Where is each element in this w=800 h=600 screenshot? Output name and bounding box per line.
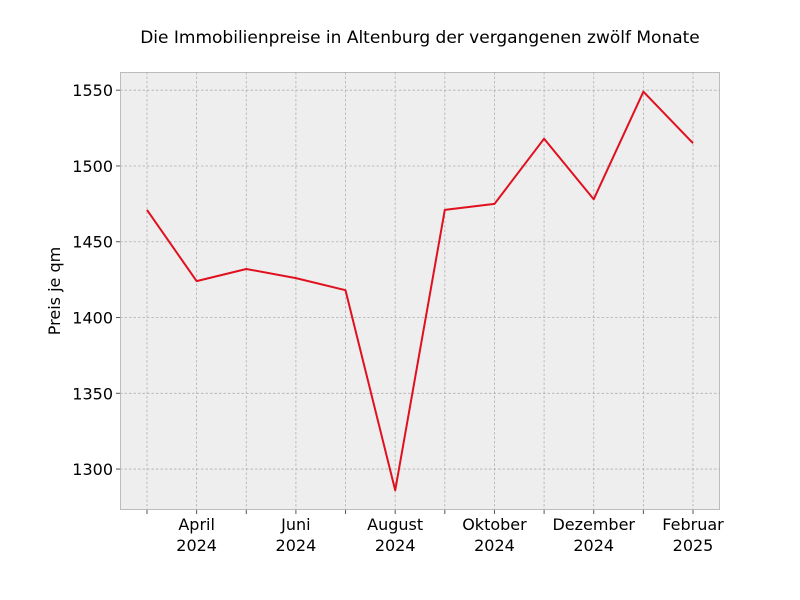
y-tick-label: 1550 — [72, 81, 113, 100]
y-tick-label: 1300 — [72, 460, 113, 479]
y-tick-label: 1350 — [72, 384, 113, 403]
plot-area — [120, 72, 720, 510]
x-tick-year: 2024 — [176, 536, 217, 555]
y-tick-label: 1450 — [72, 233, 113, 252]
series — [146, 90, 694, 492]
x-tick-year: 2024 — [375, 536, 416, 555]
grid — [120, 72, 720, 510]
x-tick-year: 2024 — [573, 536, 614, 555]
y-tick-label: 1400 — [72, 309, 113, 328]
x-tick-year: 2024 — [474, 536, 515, 555]
chart-title: Die Immobilienpreise in Altenburg der ve… — [140, 28, 700, 48]
y-axis-label: Preis je qm — [45, 247, 64, 335]
x-tick-month: Juni — [280, 515, 310, 534]
x-tick-label: Dezember 2024 — [552, 515, 635, 555]
x-tick-label: August 2024 — [367, 515, 423, 555]
x-tick-month: August — [367, 515, 423, 534]
y-tick-label: 1500 — [72, 157, 113, 176]
x-tick-month: Oktober — [462, 515, 527, 534]
y-axis: 1300 1350 1400 1450 1500 1550 — [72, 81, 120, 479]
x-tick-label: Juni 2024 — [276, 515, 317, 555]
x-tick-label: April 2024 — [176, 515, 217, 555]
price-series-line — [146, 90, 694, 492]
x-tick-month: Februar — [662, 515, 724, 534]
x-tick-month: April — [178, 515, 215, 534]
x-tick-year: 2024 — [276, 536, 317, 555]
x-tick-month: Dezember — [552, 515, 635, 534]
x-tick-label: Oktober 2024 — [462, 515, 527, 555]
x-tick-year: 2025 — [673, 536, 714, 555]
x-tick-label: Februar 2025 — [662, 515, 724, 555]
